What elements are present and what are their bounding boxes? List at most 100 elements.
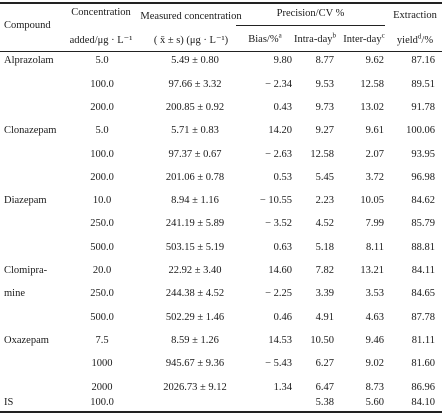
cell-bias: − 2.34 [265,79,292,90]
cell-extraction-yield: 88.81 [411,242,435,253]
cell-interday: 13.02 [360,102,384,113]
cell-concentration: 200.0 [90,172,114,183]
cell-extraction-yield: 87.78 [411,312,435,323]
cell-intraday: 9.53 [315,79,334,90]
cell-bias: 1.34 [273,382,292,393]
cell-interday: 10.05 [360,195,384,206]
header-intraday: Intra-dayb [294,31,336,45]
cell-intraday: 3.39 [315,288,334,299]
cell-measured: 5.71 ± 0.83 [171,125,219,136]
cell-bias: 0.53 [273,172,292,183]
cell-concentration: 2000 [91,382,113,393]
cell-intraday: 4.52 [315,218,334,229]
cell-bias: − 2.63 [265,149,292,160]
cell-bias: − 3.52 [265,218,292,229]
cell-bias: − 2.25 [265,288,292,299]
cell-concentration: 500.0 [90,242,114,253]
header-interday: Inter-dayc [343,31,385,45]
cell-measured: 244.38 ± 4.52 [165,288,225,299]
header-compound: Compound [4,20,51,31]
header-concentration-line1: Concentration [71,7,131,18]
cell-intraday: 9.27 [315,125,334,136]
cell-concentration: 250.0 [90,218,114,229]
cell-concentration: 1000 [91,358,113,369]
cell-extraction-yield: 86.96 [411,382,435,393]
cell-interday: 8.11 [366,242,384,253]
header-measured-line1: Measured concentration [140,11,242,22]
cell-measured: 200.85 ± 0.92 [165,102,225,113]
cell-measured: 97.37 ± 0.67 [168,149,222,160]
cell-interday: 4.63 [365,312,384,323]
cell-concentration: 20.0 [92,265,112,276]
cell-interday: 13.21 [360,265,384,276]
cell-extraction-yield: 84.11 [411,265,435,276]
cell-intraday: 6.47 [315,382,334,393]
cell-compound: Diazepam [4,195,47,206]
cell-concentration: 500.0 [90,312,114,323]
header-extraction-line1: Extraction [393,10,437,21]
table-header-rule [0,51,442,52]
cell-concentration: 5.0 [95,55,109,66]
cell-interday: 3.72 [365,172,384,183]
cell-interday: 2.07 [365,149,384,160]
cell-extraction-yield: 100.06 [406,125,435,136]
cell-extraction-yield: 84.10 [411,397,435,408]
precision-group-rule [236,25,385,26]
cell-interday: 9.46 [365,335,384,346]
cell-extraction-yield: 84.65 [411,288,435,299]
cell-measured: 502.29 ± 1.46 [165,312,225,323]
cell-bias: 9.80 [273,55,292,66]
cell-interday: 3.53 [365,288,384,299]
cell-measured: 8.94 ± 1.16 [171,195,219,206]
cell-extraction-yield: 91.78 [411,102,435,113]
cell-concentration: 250.0 [90,288,114,299]
cell-intraday: 10.50 [310,335,334,346]
cell-measured: 503.15 ± 5.19 [165,242,225,253]
cell-extraction-yield: 81.11 [411,335,435,346]
table-bottom-rule [0,411,442,413]
cell-compound: mine [4,288,25,299]
cell-concentration: 200.0 [90,102,114,113]
cell-measured: 97.66 ± 3.32 [168,79,222,90]
cell-concentration: 5.0 [95,125,109,136]
cell-intraday: 5.45 [315,172,334,183]
cell-compound: IS [4,397,14,408]
cell-extraction-yield: 87.16 [411,55,435,66]
cell-intraday: 8.77 [315,55,334,66]
cell-intraday: 2.23 [315,195,334,206]
cell-concentration: 100.0 [90,397,114,408]
cell-interday: 9.61 [365,125,384,136]
cell-interday: 12.58 [360,79,384,90]
cell-extraction-yield: 93.95 [411,149,435,160]
cell-measured: 5.49 ± 0.80 [171,55,219,66]
cell-interday: 9.62 [365,55,384,66]
cell-extraction-yield: 81.60 [411,358,435,369]
cell-compound: Clomipra- [4,265,48,276]
cell-measured: 241.19 ± 5.89 [165,218,225,229]
cell-compound: Oxazepam [4,335,49,346]
table-top-rule [0,2,442,4]
cell-intraday: 5.38 [315,397,334,408]
cell-intraday: 7.82 [315,265,334,276]
cell-concentration: 10.0 [92,195,112,206]
cell-intraday: 6.27 [315,358,334,369]
cell-compound: Clonazepam [4,125,57,136]
header-bias: Bias/%a [248,31,282,45]
cell-measured: 22.92 ± 3.40 [168,265,222,276]
cell-measured: 201.06 ± 0.78 [165,172,225,183]
cell-concentration: 100.0 [90,149,114,160]
cell-bias: 14.53 [268,335,292,346]
cell-bias: 14.20 [268,125,292,136]
cell-extraction-yield: 96.98 [411,172,435,183]
cell-interday: 8.73 [365,382,384,393]
cell-intraday: 4.91 [315,312,334,323]
header-precision-group: Precision/CV % [276,8,345,19]
cell-intraday: 5.18 [315,242,334,253]
cell-interday: 5.60 [365,397,384,408]
cell-bias: 0.43 [273,102,292,113]
cell-bias: 0.63 [273,242,292,253]
cell-measured: 2026.73 ± 9.12 [163,382,227,393]
cell-extraction-yield: 89.51 [411,79,435,90]
cell-bias: 0.46 [273,312,292,323]
